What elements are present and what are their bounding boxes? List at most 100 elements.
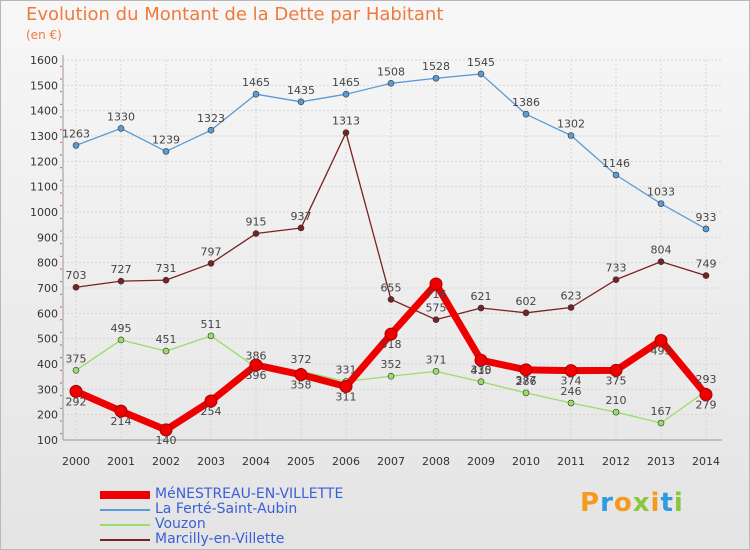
data-point [699, 388, 713, 402]
y-tick-label: 800 [37, 257, 58, 270]
y-tick-label: 1600 [30, 54, 58, 67]
data-label: 1146 [602, 157, 630, 170]
data-point [432, 74, 440, 82]
data-point [522, 389, 530, 397]
logo-letter: r [600, 488, 614, 518]
data-point [429, 277, 443, 291]
legend-swatch [100, 508, 150, 511]
data-point [342, 90, 350, 98]
data-label: 716 [426, 288, 447, 301]
data-point [114, 404, 128, 418]
data-point [69, 384, 83, 398]
data-point [384, 327, 398, 341]
data-point [294, 368, 308, 382]
y-tick-label: 900 [37, 231, 58, 244]
data-label: 1323 [197, 112, 225, 125]
data-point [522, 309, 530, 317]
data-point [612, 408, 620, 416]
data-label: 493 [651, 344, 672, 357]
x-tick-label: 2010 [512, 455, 540, 468]
x-tick-label: 2009 [467, 455, 495, 468]
data-label: 377 [516, 374, 537, 387]
data-label: 279 [696, 399, 717, 412]
legend-label: MéNESTREAU-EN-VILLETTE [155, 486, 344, 502]
data-label: 495 [111, 322, 132, 335]
data-label: 1528 [422, 60, 450, 73]
data-point [207, 126, 215, 134]
y-tick-label: 700 [37, 282, 58, 295]
y-tick-label: 1300 [30, 130, 58, 143]
legend-swatch [100, 538, 150, 541]
series-group [69, 70, 713, 437]
data-point [162, 347, 170, 355]
data-point [477, 378, 485, 386]
data-point [612, 276, 620, 283]
data-point [387, 80, 395, 87]
data-label: 1386 [512, 96, 540, 109]
data-point [117, 125, 125, 132]
x-tick-label: 2011 [557, 455, 585, 468]
data-point [474, 353, 488, 367]
data-label: 374 [561, 375, 582, 388]
chart-title: Evolution du Montant de la Dette par Hab… [26, 4, 444, 25]
data-label: 371 [426, 353, 447, 366]
legend-label: Marcilly-en-Villette [155, 531, 285, 547]
data-point [432, 368, 440, 375]
legend-swatch [100, 490, 150, 499]
data-point [252, 90, 260, 98]
data-label: 937 [291, 210, 312, 223]
proxiti-logo: Proxiti [580, 488, 684, 518]
data-label: 1465 [242, 76, 270, 89]
data-point [609, 363, 623, 377]
y-tick-label: 100 [37, 434, 58, 447]
data-point [162, 148, 170, 155]
x-tick-label: 2014 [692, 455, 720, 468]
data-label: 1263 [62, 127, 90, 140]
data-label: 804 [651, 244, 672, 257]
x-tick-label: 2004 [242, 455, 270, 468]
data-point [387, 296, 395, 303]
x-tick-label: 2002 [152, 455, 180, 468]
data-label: 311 [336, 391, 357, 404]
y-tick-label: 400 [37, 358, 58, 371]
data-point [477, 70, 485, 78]
x-tick-label: 2007 [377, 455, 405, 468]
data-label: 352 [381, 358, 402, 371]
y-tick-label: 1400 [30, 105, 58, 118]
x-tick-label: 2006 [332, 455, 360, 468]
data-point [522, 110, 530, 118]
data-point [159, 423, 173, 437]
series-la-ferte-saint-aubin [72, 70, 710, 233]
data-label: 933 [696, 211, 717, 224]
data-label: 731 [156, 262, 177, 275]
data-point [567, 132, 575, 139]
data-point [339, 380, 353, 394]
data-label: 602 [516, 295, 537, 308]
data-point [387, 372, 395, 380]
data-label: 140 [156, 434, 177, 447]
data-label: 293 [696, 373, 717, 386]
data-label: 386 [246, 350, 267, 363]
logo-letter: t [660, 488, 674, 518]
axes: 100 200 300 400 500 600 700 800 900 1000 1100 1200 1… [30, 54, 722, 468]
data-label: 733 [606, 262, 627, 275]
data-label: 331 [336, 363, 357, 376]
series-marcilly-en-villette [72, 129, 710, 323]
data-point [702, 272, 710, 279]
y-tick-label: 1100 [30, 181, 58, 194]
data-point [249, 358, 263, 372]
data-label: 415 [471, 364, 492, 377]
series-menestreau-en-villette [69, 277, 713, 437]
logo-letter: o [613, 488, 633, 518]
x-tick-label: 2000 [62, 455, 90, 468]
logo-letter: i [673, 488, 684, 518]
legend-item: MéNESTREAU-EN-VILLETTE [100, 486, 344, 502]
data-point [564, 364, 578, 378]
data-label: 210 [606, 394, 627, 407]
data-label: 797 [201, 245, 222, 258]
y-tick-label: 500 [37, 333, 58, 346]
data-point [432, 316, 440, 323]
data-label: 518 [381, 338, 402, 351]
data-point [162, 276, 170, 284]
